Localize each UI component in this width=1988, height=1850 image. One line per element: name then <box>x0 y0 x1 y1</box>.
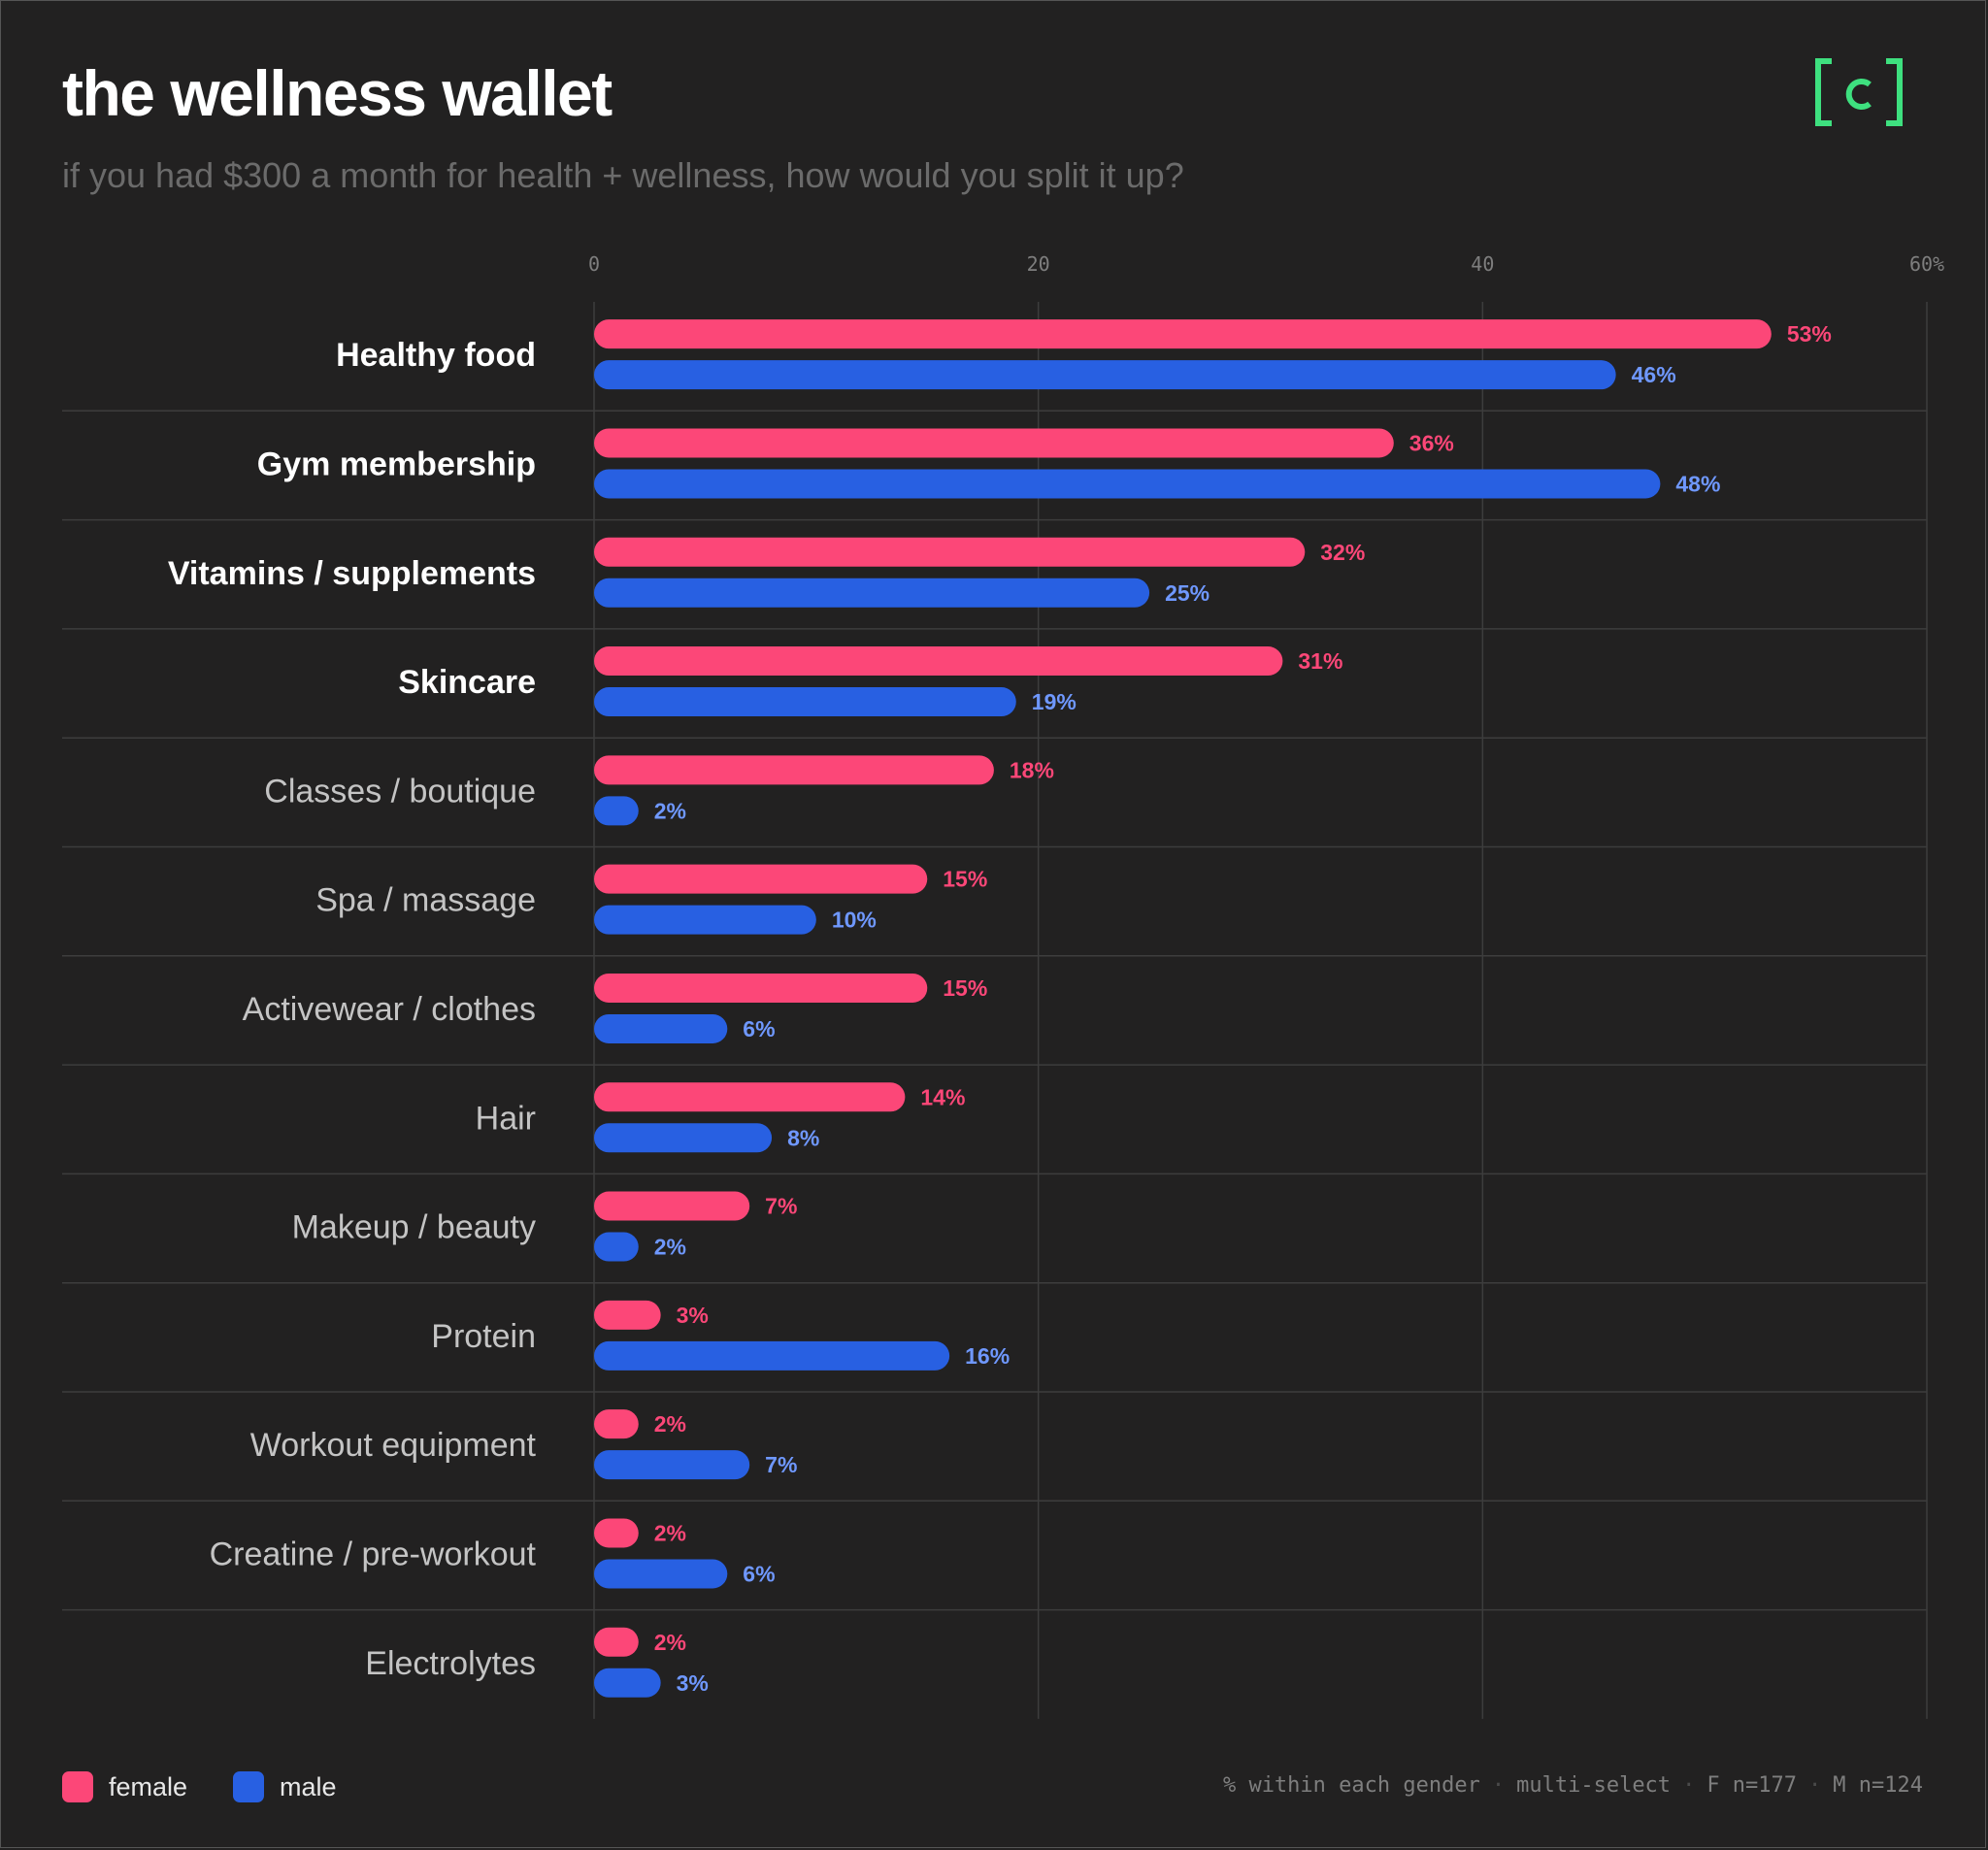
category-label: Hair <box>476 1100 536 1137</box>
female-value-label: 3% <box>677 1303 709 1328</box>
female-value-label: 15% <box>943 867 987 892</box>
category-label: Spa / massage <box>315 882 536 919</box>
female-bar <box>594 319 1772 349</box>
male-bar <box>594 1559 728 1589</box>
male-bar <box>594 1340 950 1371</box>
male-bar <box>594 1232 639 1262</box>
footnote-separator: · <box>1491 1773 1506 1798</box>
legend-item-female: female <box>62 1771 187 1802</box>
female-bar <box>594 1409 639 1439</box>
female-bar <box>594 1300 661 1330</box>
male-bar <box>594 796 639 826</box>
category-label: Creatine / pre-workout <box>210 1536 537 1572</box>
logo-left-bracket <box>1815 58 1832 126</box>
female-bar <box>594 1191 750 1221</box>
male-value-label: 10% <box>832 908 877 933</box>
female-value-label: 53% <box>1787 321 1832 347</box>
logo-letter-c <box>1845 79 1872 110</box>
female-bar <box>594 864 928 894</box>
female-bar <box>594 1627 639 1657</box>
category-label: Activewear / clothes <box>243 991 536 1028</box>
female-bar <box>594 755 994 785</box>
footnote-separator: · <box>1808 1773 1822 1798</box>
female-bar <box>594 646 1283 677</box>
category-label: Protein <box>431 1318 536 1355</box>
footnote: % within each gender · multi-select · F n=17… <box>1223 1773 1923 1798</box>
category-label: Healthy food <box>336 337 536 374</box>
footnote-basis: % within each gender <box>1222 1773 1480 1798</box>
female-value-label: 2% <box>654 1411 686 1437</box>
male-value-label: 46% <box>1632 362 1676 387</box>
male-bar <box>594 578 1150 608</box>
male-value-label: 48% <box>1675 471 1720 496</box>
female-bar <box>594 428 1394 458</box>
female-bar <box>594 1518 639 1548</box>
male-bar <box>594 1450 750 1480</box>
male-bar <box>594 1123 773 1153</box>
category-label: Workout equipment <box>250 1427 537 1464</box>
x-tick-label: 20 <box>1027 252 1050 276</box>
female-value-label: 18% <box>1010 757 1054 782</box>
x-tick-label: 0 <box>588 252 600 276</box>
female-value-label: 31% <box>1298 648 1342 674</box>
male-bar <box>594 687 1016 717</box>
female-bar <box>594 537 1306 567</box>
male-bar <box>594 905 816 935</box>
male-bar <box>594 469 1661 499</box>
male-bar <box>594 360 1616 390</box>
footnote-separator: · <box>1682 1773 1696 1798</box>
female-value-label: 15% <box>943 975 987 1001</box>
male-bar <box>594 1013 728 1043</box>
footnote-male-n: M n=124 <box>1833 1773 1923 1798</box>
male-bar <box>594 1668 661 1698</box>
female-value-label: 36% <box>1409 430 1454 455</box>
category-label: Vitamins / supplements <box>168 555 536 592</box>
logo-right-bracket <box>1886 58 1903 126</box>
footnote-multiselect: multi-select <box>1516 1773 1672 1798</box>
male-value-label: 7% <box>765 1452 797 1477</box>
legend-swatch-female <box>62 1771 93 1802</box>
female-value-label: 32% <box>1320 540 1365 565</box>
legend-swatch-male <box>233 1771 265 1802</box>
male-value-label: 3% <box>677 1670 709 1696</box>
female-value-label: 14% <box>920 1084 965 1109</box>
x-tick-label: 60% <box>1909 252 1944 276</box>
category-label: Makeup / beauty <box>292 1209 536 1246</box>
category-label: Gym membership <box>257 446 536 482</box>
x-tick-label: 40 <box>1471 252 1494 276</box>
bar-chart: 0 20 40 60% Healthy food 53% 46% Gym membership… <box>62 252 1944 1719</box>
male-value-label: 16% <box>965 1343 1010 1369</box>
female-bar <box>594 1082 906 1112</box>
legend: female male <box>62 1770 337 1803</box>
male-value-label: 6% <box>743 1016 775 1041</box>
female-value-label: 7% <box>765 1194 797 1219</box>
chart-subtitle: if you had $300 a month for health + wel… <box>62 155 1184 195</box>
category-label: Skincare <box>398 664 536 701</box>
male-value-label: 8% <box>787 1125 819 1150</box>
male-value-label: 2% <box>654 798 686 823</box>
female-bar <box>594 973 928 1003</box>
female-value-label: 2% <box>654 1630 686 1655</box>
male-value-label: 2% <box>654 1235 686 1260</box>
legend-item-male: male <box>233 1771 337 1802</box>
chart-title: the wellness wallet <box>62 57 613 129</box>
footnote-female-n: F n=177 <box>1706 1773 1798 1798</box>
male-value-label: 25% <box>1165 580 1209 606</box>
brand-logo <box>1815 58 1903 126</box>
female-value-label: 2% <box>654 1520 686 1545</box>
legend-label-male: male <box>280 1771 337 1801</box>
category-label: Classes / boutique <box>264 773 536 809</box>
category-label: Electrolytes <box>365 1645 536 1682</box>
male-value-label: 19% <box>1032 689 1077 714</box>
legend-label-female: female <box>109 1771 188 1801</box>
male-value-label: 6% <box>743 1561 775 1586</box>
